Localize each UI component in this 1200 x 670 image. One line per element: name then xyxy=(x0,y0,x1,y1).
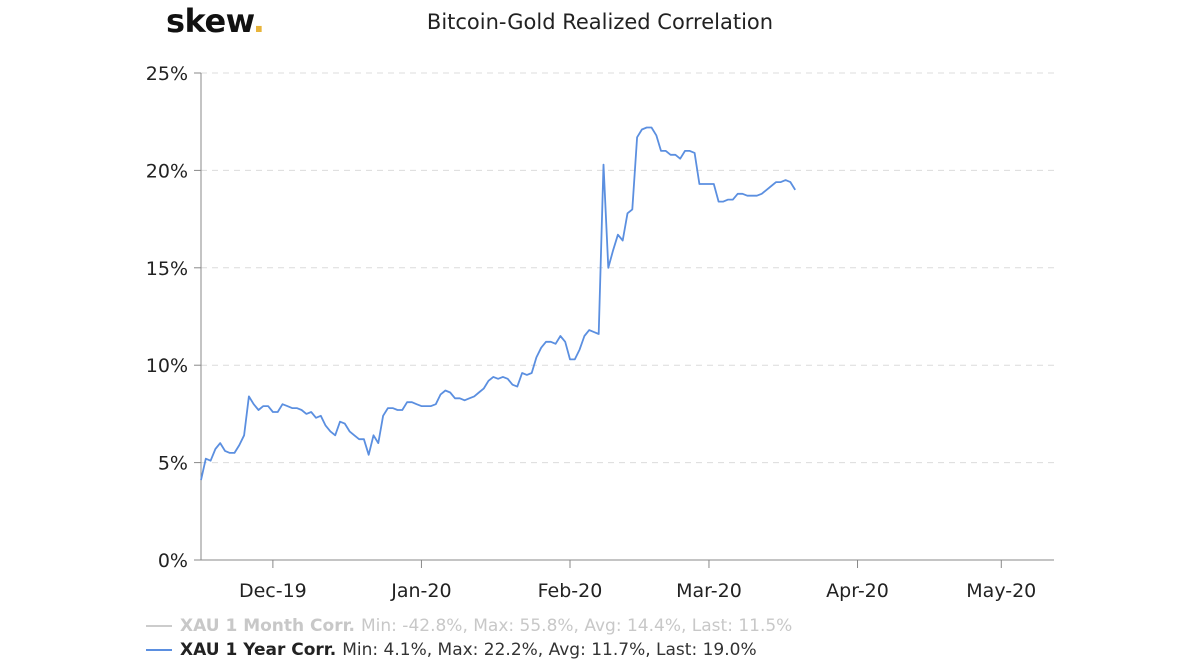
y-tick-label: 0% xyxy=(158,550,188,572)
x-tick-label: Feb-20 xyxy=(538,580,603,602)
chart-title: Bitcoin-Gold Realized Correlation xyxy=(426,10,774,34)
x-tick-label: Dec-19 xyxy=(239,580,307,602)
legend-swatch-1-year xyxy=(146,649,172,651)
x-tick-label: Apr-20 xyxy=(826,580,889,602)
x-tick-label: Mar-20 xyxy=(676,580,742,602)
y-tick-label: 5% xyxy=(158,453,188,475)
legend-series-name: XAU 1 Year Corr. xyxy=(180,640,337,660)
chart-title-container: Bitcoin-Gold Realized Correlation xyxy=(0,10,1200,34)
axes xyxy=(200,73,1054,561)
y-tick-label: 10% xyxy=(146,355,188,377)
legend-swatch-1-month xyxy=(146,625,172,627)
brand-name: skew xyxy=(166,2,253,40)
y-axis-ticks: 0% 5% 10% 15% 20% 25% xyxy=(146,63,201,572)
legend-item-1-year[interactable]: XAU 1 Year Corr. Min: 4.1%, Max: 22.2%, … xyxy=(146,638,792,662)
brand-dot: . xyxy=(252,2,265,40)
y-tick-label: 20% xyxy=(146,160,188,182)
x-axis-ticks: Dec-19 Jan-20 Feb-20 Mar-20 Apr-20 May-20 xyxy=(239,560,1036,602)
legend-series-stats: Min: 4.1%, Max: 22.2%, Avg: 11.7%, Last:… xyxy=(342,640,757,660)
series-line-1-year xyxy=(200,126,796,481)
legend-series-name: XAU 1 Month Corr. xyxy=(180,616,356,636)
y-tick-label: 15% xyxy=(146,258,188,280)
line-chart: 0% 5% 10% 15% 20% 25% Dec-19 Jan-20 Feb-20 Mar-2… xyxy=(146,63,1054,602)
legend: XAU 1 Month Corr. Min: -42.8%, Max: 55.8… xyxy=(146,614,792,662)
x-tick-label: May-20 xyxy=(966,580,1036,602)
y-tick-label: 25% xyxy=(146,63,188,85)
brand-logo: skew. xyxy=(166,2,265,40)
legend-series-stats: Min: -42.8%, Max: 55.8%, Avg: 14.4%, Las… xyxy=(361,616,793,636)
gridlines xyxy=(201,72,1054,464)
series-lines xyxy=(200,126,796,481)
legend-item-1-month[interactable]: XAU 1 Month Corr. Min: -42.8%, Max: 55.8… xyxy=(146,614,792,638)
x-tick-label: Jan-20 xyxy=(390,580,451,602)
